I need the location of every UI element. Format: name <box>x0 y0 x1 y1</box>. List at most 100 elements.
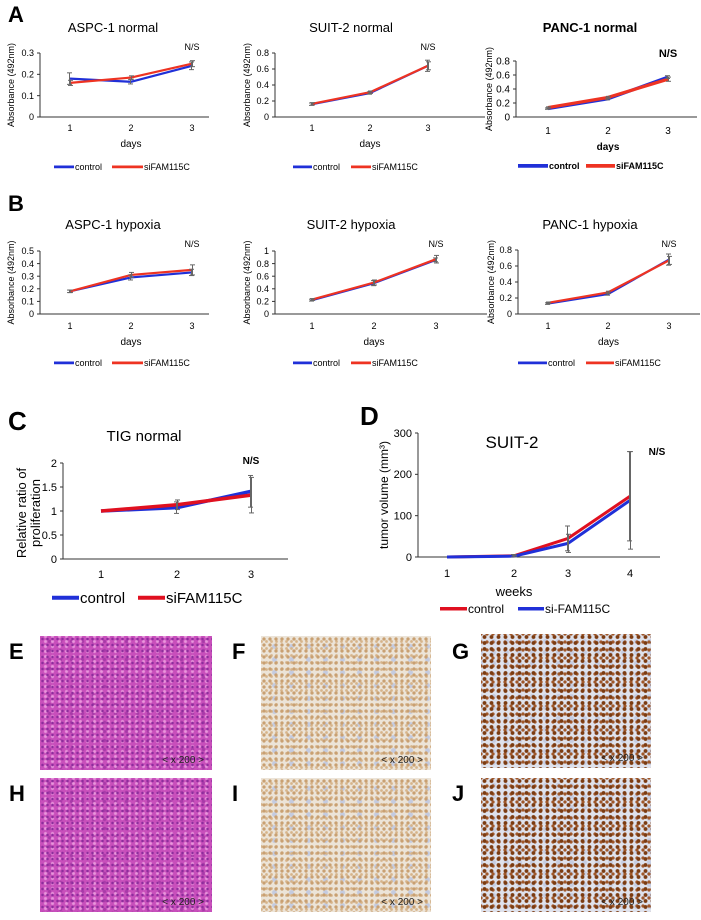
micrograph-g-ihc: < x 200 > <box>481 634 651 768</box>
chart-title: PANC-1 normal <box>543 20 637 35</box>
y-tick-label: 0.1 <box>21 91 34 101</box>
x-tick-label: 2 <box>367 123 372 133</box>
magnification-label: < x 200 > <box>381 897 423 908</box>
legend-label: siFAM115C <box>144 162 190 172</box>
y-tick-label: 300 <box>394 428 412 440</box>
x-tick-label: 2 <box>605 321 610 331</box>
panel-label-h: H <box>9 781 25 806</box>
y-tick-label: 1 <box>51 506 57 518</box>
x-tick-label: 3 <box>433 321 438 331</box>
x-tick-label: 4 <box>627 568 633 580</box>
legend-label: control <box>80 590 125 607</box>
y-tick-label: 2 <box>51 458 57 470</box>
legend-label: control <box>468 602 504 616</box>
legend-label: control <box>75 162 102 172</box>
chart-suit-2-normal: 0 0.2 0.4 0.6 0.8 1 2 3 SUIT-2 normal days Absorba… <box>242 20 485 172</box>
chart-title: TIG normal <box>106 428 181 445</box>
y-tick-label: 100 <box>394 511 412 523</box>
x-tick-label: 1 <box>444 568 450 580</box>
y-tick-label: 0.3 <box>21 271 34 281</box>
series-line-control <box>311 64 429 106</box>
y-tick-label: 200 <box>394 469 412 481</box>
micrograph-e-he-stain: < x 200 > <box>40 636 212 770</box>
y-tick-label: 0.1 <box>21 297 34 307</box>
y-tick-label: 0.5 <box>42 530 57 542</box>
x-tick-label: 2 <box>605 126 611 137</box>
y-axis-label: tumor volume (mm³) <box>377 441 391 549</box>
magnification-label: < x 200 > <box>601 897 643 908</box>
legend-label: control <box>313 358 340 368</box>
significance-annotation: N/S <box>649 447 666 458</box>
chart-suit-2-hypoxia: 0 0.2 0.4 0.6 0.8 1 1 2 3 SUIT-2 hypoxia days Absor… <box>242 217 487 368</box>
series-line-control <box>547 258 670 305</box>
legend-label: siFAM115C <box>616 161 664 171</box>
chart-suit-2: 0 100 200 300 1 2 3 4 SUIT-2 weeks tumor volume (m… <box>377 428 666 616</box>
y-tick-label: 0.4 <box>21 259 34 269</box>
chart-panc-1-hypoxia: 0 0.2 0.4 0.6 0.8 1 2 3 PANC-1 hypoxia days Absorb… <box>486 217 700 368</box>
chart-panc-1-normal: 0 0.2 0.4 0.6 0.8 1 2 3 PANC-1 normal days Absorba… <box>484 20 697 171</box>
y-axis-label: Absorbance (492nm) <box>6 43 16 127</box>
legend-label: si-FAM115C <box>545 602 610 616</box>
legend-label: siFAM115C <box>372 162 418 172</box>
y-tick-label: 0.8 <box>256 48 269 58</box>
y-axis-label: Absorbance (492nm) <box>484 47 494 131</box>
micrograph-f-ihc: < x 200 > <box>261 636 431 770</box>
y-axis-label: Absorbance (492nm) <box>242 43 252 127</box>
legend-label: siFAM115C <box>615 358 661 368</box>
y-tick-label: 0 <box>29 112 34 122</box>
x-tick-label: 1 <box>67 123 72 133</box>
micrograph-h-he-stain: < x 200 > <box>40 778 212 912</box>
panel-label-j: J <box>452 781 465 806</box>
x-tick-label: 3 <box>248 569 254 581</box>
chart-title: ASPC-1 hypoxia <box>65 217 161 232</box>
series-line-sifam115c <box>311 258 437 301</box>
magnification-label: < x 200 > <box>601 753 643 764</box>
x-tick-label: 3 <box>665 126 671 137</box>
x-axis-label: days <box>363 337 384 348</box>
legend-label: control <box>75 358 102 368</box>
chart-title: SUIT-2 <box>486 433 539 452</box>
y-axis-label-line2: proliferation <box>28 479 43 547</box>
magnification-label: < x 200 > <box>381 755 423 766</box>
chart-title: SUIT-2 hypoxia <box>307 217 397 232</box>
significance-annotation: N/S <box>661 239 676 249</box>
y-axis-label: Absorbance (492nm) <box>6 240 16 324</box>
x-tick-label: 3 <box>425 123 430 133</box>
x-axis-label: weeks <box>495 584 533 599</box>
y-tick-label: 0.6 <box>256 271 269 281</box>
y-tick-label: 0 <box>29 309 34 319</box>
y-tick-label: 0 <box>406 552 412 564</box>
series-line-sifam115c <box>311 64 429 105</box>
x-axis-label: days <box>597 142 620 153</box>
x-axis-label: days <box>359 139 380 150</box>
y-tick-label: 0.8 <box>499 245 512 255</box>
y-tick-label: 0.6 <box>256 64 269 74</box>
x-tick-label: 1 <box>545 126 551 137</box>
y-tick-label: 0.2 <box>21 284 34 294</box>
y-tick-label: 0.3 <box>21 48 34 58</box>
y-tick-label: 0 <box>264 309 269 319</box>
x-tick-label: 3 <box>189 123 194 133</box>
x-tick-label: 1 <box>67 321 72 331</box>
chart-aspc-1-hypoxia: 0 0.1 0.2 0.3 0.4 0.5 1 2 3 ASPC-1 hypoxia days Abs… <box>6 217 209 368</box>
micrograph-j-ihc: < x 200 > <box>481 778 651 912</box>
micrograph-i-ihc: < x 200 > <box>261 778 431 912</box>
legend-label: control <box>548 358 575 368</box>
x-axis-label: days <box>120 139 141 150</box>
y-tick-label: 0 <box>507 309 512 319</box>
x-tick-label: 1 <box>309 123 314 133</box>
y-tick-label: 0.4 <box>496 85 510 96</box>
panel-label-d: D <box>360 401 379 431</box>
legend-label: control <box>549 161 580 171</box>
significance-annotation: N/S <box>184 42 199 52</box>
y-tick-label: 0.4 <box>499 277 512 287</box>
x-tick-label: 2 <box>128 321 133 331</box>
x-tick-label: 3 <box>565 568 571 580</box>
x-tick-label: 2 <box>128 123 133 133</box>
chart-tig-normal: 0 0.5 1 1.5 2 1 2 3 TIG normal Relative ratio of p… <box>14 428 288 607</box>
series-line-si-fam115c <box>446 499 631 559</box>
magnification-label: < x 200 > <box>162 897 204 908</box>
y-tick-label: 1 <box>264 246 269 256</box>
y-tick-label: 0.2 <box>256 96 269 106</box>
